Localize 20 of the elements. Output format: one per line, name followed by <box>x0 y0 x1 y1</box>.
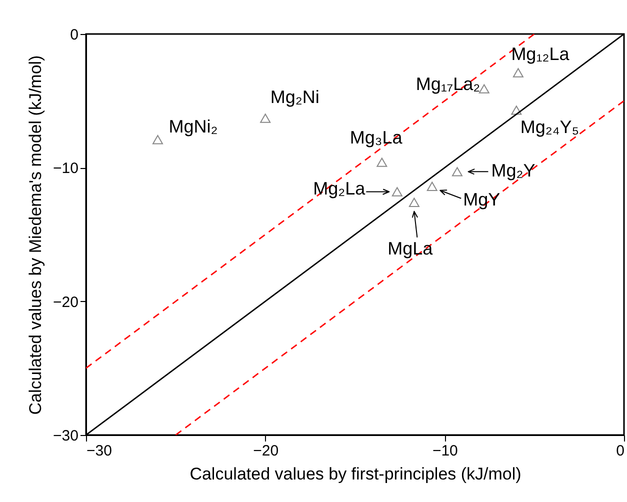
y-tick-label: −20 <box>53 294 78 311</box>
annotation: Mg₃La <box>350 127 404 148</box>
y-tick-label: 0 <box>70 26 78 44</box>
x-tick-label: 0 <box>616 442 624 460</box>
x-axis-title: Calculated values by first-principles (kJ/mol) <box>190 464 522 484</box>
annotation: MgNi₂ <box>168 116 218 137</box>
x-tick-label: −30 <box>86 442 112 460</box>
x-tick-label: −10 <box>432 442 458 460</box>
y-axis-title: Calculated values by Miedema's model (kJ/mol) <box>26 55 46 415</box>
annotation: Mg₂₄Y₅ <box>520 117 580 138</box>
x-tick-label: −20 <box>253 442 279 460</box>
annotation: Mg₂La <box>313 178 366 199</box>
annotation: MgLa <box>388 238 434 258</box>
y-tick-label: −10 <box>53 160 78 178</box>
annotation: Mg₂Y <box>491 160 536 181</box>
annotation: MgY <box>463 189 500 210</box>
y-tick-label: −30 <box>53 428 78 444</box>
annotation: Mg₂Ni <box>270 87 320 108</box>
annotation: Mg₁₂La <box>511 44 570 64</box>
annotation: Mg₁₇La₂ <box>416 74 480 94</box>
